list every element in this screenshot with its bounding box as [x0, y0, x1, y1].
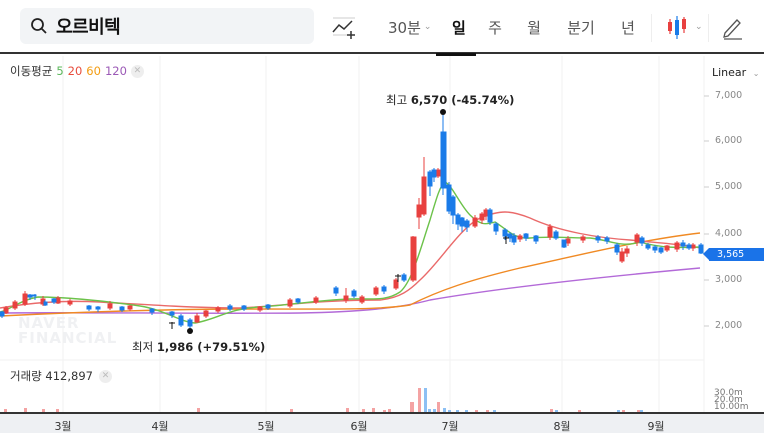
ma120-label[interactable]: 120	[104, 64, 127, 78]
tab-yearly[interactable]: 년	[621, 18, 635, 37]
ma20-line	[0, 211, 701, 309]
chart-type-button[interactable]: ⌄	[664, 14, 704, 40]
candlestick-icon	[668, 16, 686, 39]
volume-tick-label: 20.0m	[714, 395, 743, 405]
x-tick-label: 8월	[553, 420, 571, 433]
ma20-label[interactable]: 20	[67, 64, 83, 78]
volume-bars	[4, 388, 643, 412]
pencil-icon[interactable]	[720, 14, 746, 40]
period-tabs: 30분 ⌄ 일 주 월 분기 년	[388, 0, 648, 56]
candles	[0, 109, 704, 329]
ma-legend: 이동평균 5 20 60 120 ✕	[10, 63, 144, 79]
high-annotation: 최고 6,570 (-45.74%)	[386, 93, 515, 107]
x-tick-label: 3월	[54, 420, 72, 433]
x-tick-label: 5월	[257, 420, 275, 433]
ma120-line	[0, 267, 701, 314]
current-price-tag: 3,565	[703, 248, 764, 261]
volume-tick-label: 30.0m	[714, 388, 743, 398]
x-axis: 3월 4월 5월 6월 7월 8월 9월	[0, 412, 764, 433]
low-annotation: 최저 1,986 (+79.51%)	[132, 340, 266, 354]
close-icon[interactable]: ✕	[98, 369, 112, 383]
tab-daily[interactable]: 일	[436, 0, 476, 56]
x-tick-label: 6월	[350, 420, 368, 433]
add-indicator-icon[interactable]	[330, 14, 358, 40]
watermark: NAVER FINANCIAL	[18, 314, 118, 347]
ma60-label[interactable]: 60	[86, 64, 101, 78]
close-icon[interactable]: ✕	[130, 64, 144, 78]
y-tick-label: 7,000	[715, 90, 743, 101]
low-marker	[187, 328, 193, 334]
tab-weekly[interactable]: 주	[488, 18, 502, 37]
y-ticks	[704, 95, 709, 327]
volume-title: 거래량 412,897	[10, 369, 93, 383]
high-marker	[440, 109, 446, 115]
ma-title: 이동평균	[10, 64, 53, 78]
search-input[interactable]: 오르비텍	[20, 8, 314, 44]
search-icon	[31, 18, 47, 34]
divider	[708, 14, 709, 42]
tab-30min[interactable]: 30분 ⌄	[388, 18, 432, 37]
tab-monthly[interactable]: 월	[527, 18, 541, 37]
ma5-line	[0, 181, 701, 324]
tab-quarterly[interactable]: 분기	[567, 18, 595, 37]
y-tick-label: 2,000	[715, 320, 743, 331]
top-toolbar: 오르비텍 30분 ⌄ 일 주 월 분기 년 ⌄	[0, 0, 764, 56]
ma60-line	[0, 232, 701, 317]
volume-legend: 거래량 412,897 ✕	[10, 368, 112, 384]
chevron-down-icon: ⌄	[695, 22, 703, 32]
stock-name: 오르비텍	[56, 17, 121, 38]
ma5-label[interactable]: 5	[56, 64, 64, 78]
scale-dropdown[interactable]: Linear ⌄	[712, 66, 760, 79]
x-tick-label: 4월	[151, 420, 169, 433]
x-tick-label: 7월	[441, 420, 459, 433]
divider	[651, 14, 652, 42]
grid-lines	[62, 56, 705, 412]
y-tick-label: 5,000	[715, 181, 743, 192]
x-tick-label: 9월	[647, 420, 665, 433]
y-tick-label: 4,000	[715, 228, 743, 239]
volume-tick-label: 10.00m	[714, 402, 749, 412]
chevron-down-icon: ⌄	[752, 69, 760, 78]
y-tick-label: 6,000	[715, 135, 743, 146]
chevron-down-icon: ⌄	[423, 22, 432, 32]
y-tick-label: 3,000	[715, 274, 743, 285]
